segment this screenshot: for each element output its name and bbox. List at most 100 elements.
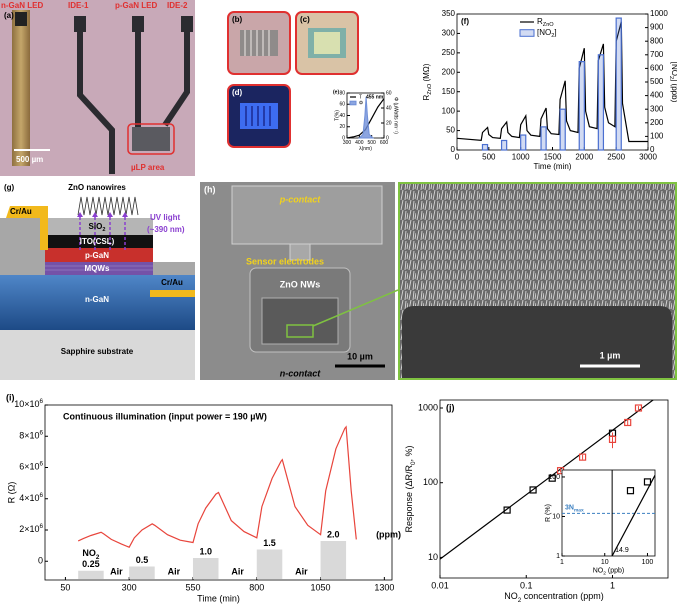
text-part: SiO — [89, 222, 103, 231]
y2-tick-label: 40 — [386, 105, 392, 111]
point — [624, 418, 632, 427]
panel-label: (f) — [461, 17, 469, 26]
text-part: 10×10 — [14, 399, 39, 409]
y2-tick-label: 700 — [650, 50, 664, 59]
x-tick-label: 3000 — [639, 152, 657, 161]
threshold-label: 3Nmax — [565, 504, 584, 513]
y-tick-label: 1000 — [418, 402, 438, 412]
text-part: NO — [593, 568, 604, 575]
bar — [559, 108, 566, 151]
y-tick-label: 2×106 — [19, 523, 43, 534]
panel-label: (e) — [333, 89, 339, 95]
y-axis-label: Response (ΔR/R0, %) — [404, 445, 417, 532]
x-tick-label: 300 — [343, 140, 352, 146]
bar — [578, 60, 585, 151]
x-axis-label: Time (min) — [534, 162, 572, 171]
panel-label: (g) — [4, 183, 15, 192]
y-tick-label: 1 — [556, 553, 560, 560]
label: p-contact — [279, 194, 322, 204]
panel-label: (d) — [232, 88, 243, 97]
mqw — [45, 262, 153, 275]
panel-label: (i) — [6, 392, 15, 402]
y-tick-label: 10 — [428, 552, 438, 562]
text-part: (MΩ) — [422, 63, 431, 84]
text-part: 6 — [39, 461, 43, 468]
pad — [74, 16, 86, 32]
text-part: 2 — [551, 33, 554, 39]
chart: 1 10 100 1 10 100 NO2 (ppb) R (%) 3Nmax 14.9 — [545, 469, 656, 577]
air-label: Air — [231, 566, 244, 576]
zoom-box — [286, 324, 314, 338]
panel-label: (c) — [300, 15, 310, 24]
cr-au — [6, 206, 48, 250]
point — [643, 478, 652, 486]
label: ZnO NWs — [280, 279, 321, 289]
text-part: 6 — [39, 398, 43, 405]
fingers — [244, 30, 270, 56]
text-part: [NO — [537, 28, 551, 37]
label: µLP area — [131, 163, 165, 172]
x-tick-label: 100 — [642, 559, 654, 566]
x-tick-label: 500 — [482, 152, 496, 161]
device — [132, 127, 170, 151]
x-axis-label: NO2 (ppb) — [593, 568, 625, 577]
pulse-label: 0.5 — [136, 555, 149, 565]
text-part: R — [422, 94, 431, 100]
y2-tick-label: 800 — [650, 36, 664, 45]
legend-label: RZnO — [537, 17, 554, 28]
substrate — [402, 306, 672, 378]
text-part: 0 — [410, 461, 417, 465]
text-part: 2 — [518, 597, 522, 604]
pulse-label: 1.5 — [263, 538, 276, 548]
n-gan — [0, 275, 195, 330]
text-part: 3N — [565, 504, 574, 511]
pad — [132, 16, 144, 32]
text-part: 2 — [102, 227, 105, 233]
passivation — [0, 218, 45, 275]
zoom-line — [312, 289, 399, 327]
chart: 50 300 550 800 1050 130002×1064×1066×1068×106… — [6, 392, 401, 603]
x-tick-label: 1500 — [544, 152, 562, 161]
y2-tick-label: 0 — [650, 145, 655, 154]
y-tick-label: 0 — [342, 135, 345, 141]
sio2 — [45, 218, 153, 235]
bar — [540, 126, 547, 151]
note: Continuous illumination (input power = 1… — [63, 411, 267, 421]
bar — [615, 17, 622, 151]
legend-swatch — [349, 100, 357, 106]
bar — [520, 134, 527, 151]
label: p-GaN — [85, 251, 109, 260]
annotation: 455 nm — [366, 94, 384, 100]
point — [608, 435, 617, 443]
panel-label: (a) — [4, 11, 14, 20]
text-part: NO — [504, 591, 518, 601]
y-tick-label: 20 — [339, 124, 345, 130]
y-tick-label: 50 — [446, 126, 455, 135]
y-tick-label: 150 — [442, 87, 456, 96]
y-axis-label: R (%) — [545, 504, 552, 522]
y2-tick-label: 60 — [386, 90, 392, 96]
legend-label: T — [359, 94, 362, 100]
sapphire — [0, 330, 195, 380]
text-part: 4×10 — [19, 493, 39, 503]
x-tick-label: 1300 — [374, 582, 394, 592]
y2-tick-label: 400 — [650, 91, 664, 100]
text-part: 6 — [39, 523, 43, 530]
text-part: 8×10 — [19, 431, 39, 441]
scale: 1 µm — [600, 350, 621, 360]
x-axis-label: Time (min) — [197, 593, 240, 603]
text-part: ZnO — [427, 83, 433, 95]
glow — [314, 32, 340, 54]
text-part: NO — [82, 548, 96, 558]
y-tick-label: 100 — [423, 477, 438, 487]
x-tick-label: 1050 — [311, 582, 331, 592]
text-part: R — [537, 17, 543, 26]
label: MQWs — [85, 264, 110, 273]
pulse-bar — [256, 549, 283, 579]
trace — [77, 30, 190, 174]
y-tick-label: 0 — [451, 145, 456, 154]
pulse-bar — [129, 566, 155, 579]
y-tick-label: 100 — [442, 106, 456, 115]
label: Cr/Au — [161, 278, 183, 287]
legend-label: [NO2] — [537, 28, 557, 39]
